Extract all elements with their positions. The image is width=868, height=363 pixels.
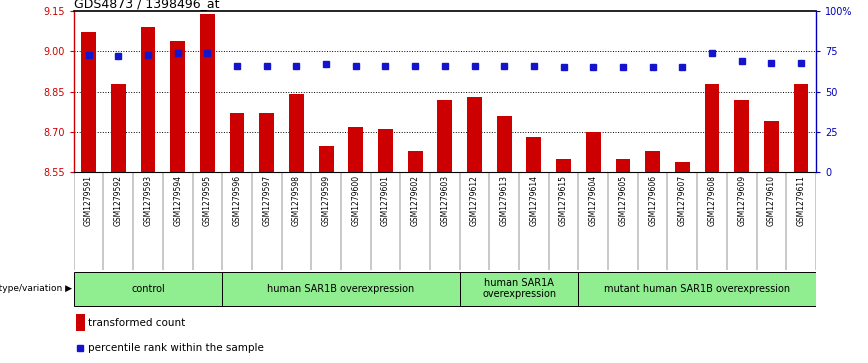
FancyBboxPatch shape	[74, 272, 222, 306]
Text: GSM1279614: GSM1279614	[529, 175, 538, 227]
Bar	[200, 13, 214, 172]
Bar	[586, 132, 601, 172]
Text: GSM1279610: GSM1279610	[767, 175, 776, 227]
Text: GSM1279606: GSM1279606	[648, 175, 657, 227]
Text: GSM1279605: GSM1279605	[619, 175, 628, 227]
Text: GSM1279598: GSM1279598	[292, 175, 301, 227]
Bar	[111, 83, 126, 172]
Bar	[467, 97, 482, 172]
Bar	[645, 151, 660, 172]
Bar	[260, 113, 274, 172]
Text: GSM1279601: GSM1279601	[381, 175, 390, 227]
Bar	[289, 94, 304, 172]
Bar	[556, 159, 571, 172]
Bar	[527, 138, 542, 172]
Text: GSM1279597: GSM1279597	[262, 175, 271, 227]
Text: GSM1279599: GSM1279599	[322, 175, 331, 227]
Bar	[230, 113, 245, 172]
Bar	[734, 100, 749, 172]
Text: GSM1279594: GSM1279594	[174, 175, 182, 227]
Text: GSM1279607: GSM1279607	[678, 175, 687, 227]
Bar	[496, 116, 511, 172]
Bar	[675, 162, 690, 172]
Text: GSM1279608: GSM1279608	[707, 175, 716, 227]
Bar	[82, 32, 96, 172]
Text: GSM1279592: GSM1279592	[114, 175, 122, 227]
Text: GSM1279591: GSM1279591	[84, 175, 93, 227]
Text: human SAR1A
overexpression: human SAR1A overexpression	[482, 278, 556, 299]
Text: GSM1279609: GSM1279609	[737, 175, 746, 227]
Bar	[378, 129, 393, 172]
Text: control: control	[131, 284, 165, 294]
Text: GSM1279596: GSM1279596	[233, 175, 241, 227]
Bar	[705, 83, 720, 172]
Text: GSM1279604: GSM1279604	[589, 175, 598, 227]
Text: GSM1279615: GSM1279615	[559, 175, 568, 227]
Text: transformed count: transformed count	[89, 318, 186, 328]
Text: genotype/variation ▶: genotype/variation ▶	[0, 284, 72, 293]
Text: GSM1279600: GSM1279600	[352, 175, 360, 227]
Text: GSM1279612: GSM1279612	[470, 175, 479, 226]
FancyBboxPatch shape	[222, 272, 460, 306]
Text: percentile rank within the sample: percentile rank within the sample	[89, 343, 265, 353]
FancyBboxPatch shape	[460, 272, 578, 306]
Text: GDS4873 / 1398496_at: GDS4873 / 1398496_at	[74, 0, 220, 10]
Text: GSM1279602: GSM1279602	[411, 175, 419, 227]
Bar	[764, 121, 779, 172]
Text: GSM1279603: GSM1279603	[440, 175, 450, 227]
Text: GSM1279595: GSM1279595	[203, 175, 212, 227]
Bar	[793, 83, 808, 172]
Bar	[319, 146, 333, 172]
Text: human SAR1B overexpression: human SAR1B overexpression	[267, 284, 415, 294]
Text: GSM1279611: GSM1279611	[797, 175, 806, 226]
Bar	[348, 127, 363, 172]
Text: GSM1279613: GSM1279613	[500, 175, 509, 227]
Text: GSM1279593: GSM1279593	[143, 175, 153, 227]
Bar	[141, 27, 155, 172]
Bar	[76, 314, 85, 331]
FancyBboxPatch shape	[578, 272, 816, 306]
Text: mutant human SAR1B overexpression: mutant human SAR1B overexpression	[604, 284, 790, 294]
Bar	[170, 41, 185, 172]
Bar	[615, 159, 630, 172]
Bar	[408, 151, 423, 172]
Bar	[437, 100, 452, 172]
